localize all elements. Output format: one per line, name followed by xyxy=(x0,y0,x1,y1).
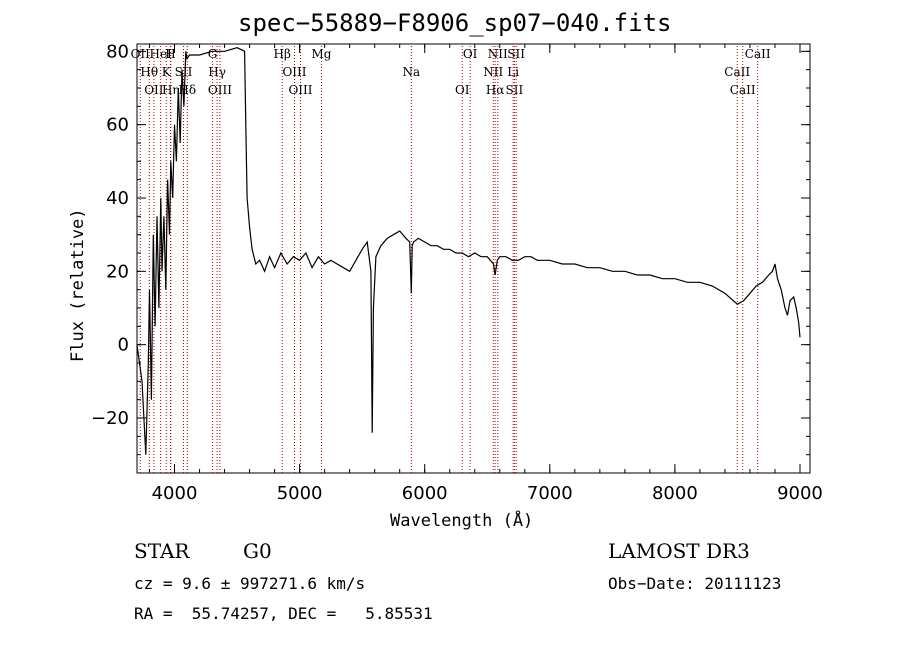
x-tick-label: 9000 xyxy=(777,483,823,504)
plot-frame xyxy=(136,43,811,474)
spectral-line-label: HeI xyxy=(149,47,172,61)
spectral-line-label: OI xyxy=(455,83,470,97)
spectral-line-label: OII xyxy=(144,83,164,97)
survey-name: LAMOST DR3 xyxy=(608,539,750,563)
spectral-line-label: Mg xyxy=(312,47,332,61)
x-tick-label: 7000 xyxy=(527,483,573,504)
spectral-line-label: SII xyxy=(175,65,193,79)
x-tick-label: 8000 xyxy=(652,483,698,504)
spectral-line-label: Hη xyxy=(162,83,180,97)
spectral-line-label: Hα xyxy=(486,83,505,97)
y-tick-label: 0 xyxy=(118,335,129,356)
spectral-line-label: Li xyxy=(507,65,519,79)
object-class: STAR xyxy=(134,539,190,563)
y-tick-label: 60 xyxy=(106,115,129,136)
spectral-line-label: OIII xyxy=(208,83,232,97)
spectral-line-label: SII xyxy=(506,83,524,97)
spectral-line-label: Hθ xyxy=(140,65,158,79)
y-axis-label: Flux (relative) xyxy=(68,208,88,362)
spectral-line-label: CaII xyxy=(724,65,750,79)
spectral-line-label: Hγ xyxy=(208,65,226,79)
spectral-line-label: NII xyxy=(483,65,503,79)
spectral-line-label: OII xyxy=(131,47,151,61)
obs-date: Obs−Date: 20111123 xyxy=(608,574,782,593)
redshift-text: cz = 9.6 ± 997271.6 km/s xyxy=(134,574,366,593)
spectral-line-label: CaII xyxy=(745,47,771,61)
x-tick-label: 4000 xyxy=(152,483,198,504)
x-tick-label: 6000 xyxy=(402,483,448,504)
spectral-line-label: H xyxy=(165,47,175,61)
spectral-line-label: G xyxy=(208,47,218,61)
spectral-line-label: OI xyxy=(463,47,478,61)
ra-dec: RA = 55.74257, DEC = 5.85531 xyxy=(134,604,433,623)
y-tick-label: 40 xyxy=(106,188,129,209)
spectral-line-label: K xyxy=(162,65,172,79)
spectral-line-label: CaII xyxy=(730,83,756,97)
y-tick-label: 80 xyxy=(106,41,129,62)
spectral-line-label: Na xyxy=(403,65,421,79)
spectral-line-label: NII xyxy=(488,47,508,61)
spectral-line-label: Hβ xyxy=(274,47,291,61)
spectrum-line xyxy=(136,47,801,455)
object-subclass: G0 xyxy=(243,539,272,563)
x-axis-label: Wavelength (Å) xyxy=(390,511,534,531)
spectral-line-label: SII xyxy=(507,47,525,61)
chart-title: spec−55889−F8906_sp07−040.fits xyxy=(238,9,672,37)
y-tick-label: −20 xyxy=(91,408,129,429)
x-tick-label: 5000 xyxy=(277,483,323,504)
spectral-line-label: OIII xyxy=(288,83,312,97)
spectral-line-label: OIII xyxy=(282,65,306,79)
y-tick-label: 20 xyxy=(106,261,129,282)
